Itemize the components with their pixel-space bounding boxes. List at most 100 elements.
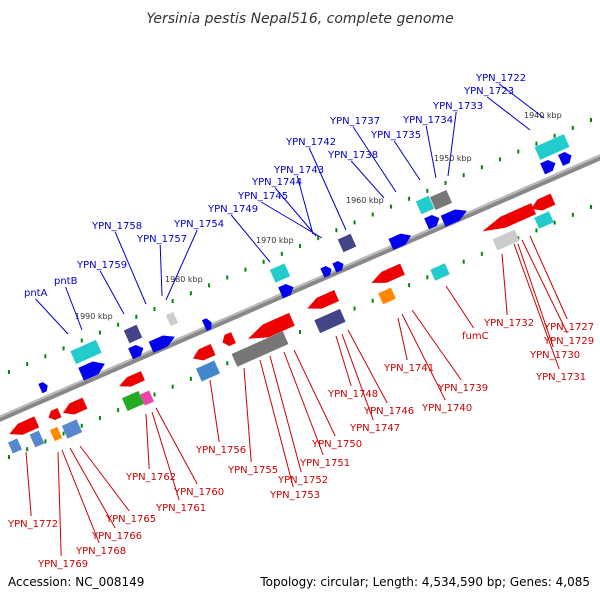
forward-gene-label: YPN_1754 — [173, 219, 224, 230]
gene-box-1760 — [139, 390, 155, 406]
gene-box-1748 — [314, 308, 346, 334]
gene-arrow-forward — [540, 159, 556, 175]
reverse-gene-leader — [513, 243, 560, 370]
backbone-line — [0, 154, 600, 422]
gene-arrow-reverse — [482, 203, 537, 232]
forward-gene-label: YPN_1723 — [463, 86, 514, 97]
forward-gene-label: YPN_1737 — [329, 116, 380, 127]
upper-scale-tick — [262, 259, 265, 264]
gene-arrow-forward — [388, 233, 412, 250]
forward-gene-label: YPN_1734 — [402, 115, 453, 126]
gene-arrow-forward — [128, 344, 144, 360]
gene-box-1732 — [492, 229, 520, 251]
lower-scale-tick — [371, 298, 374, 303]
forward-gene-leader — [165, 229, 198, 301]
upper-scale-tick — [590, 118, 592, 122]
reverse-gene-label: YPN_1769 — [37, 559, 88, 570]
upper-scale-tick — [280, 251, 283, 256]
upper-scale-tick — [244, 267, 247, 272]
lower-scale-tick — [189, 376, 192, 381]
lower-scale-tick — [590, 205, 592, 209]
upper-scale-tick — [535, 141, 538, 146]
gene-box-1741 — [378, 287, 396, 305]
upper-scale-tick — [408, 196, 411, 201]
reverse-gene-leader — [151, 411, 180, 501]
forward-gene-leader — [230, 214, 271, 263]
reverse-gene-label: YPN_1753 — [269, 490, 320, 501]
reverse-gene-leader — [521, 239, 568, 334]
forward-gene-label: YPN_1743 — [273, 165, 324, 176]
upper-scale-tick — [553, 133, 556, 138]
forward-gene-leader — [486, 96, 531, 131]
scale-label-1960: 1960 kbp — [346, 196, 384, 205]
upper-scale-tick — [153, 307, 156, 311]
gene-box-1742 — [337, 233, 357, 253]
reverse-gene-leader — [269, 355, 302, 473]
lower-scale-tick — [426, 275, 429, 280]
reverse-gene-label: YPN_1741 — [383, 363, 434, 374]
reverse-gene-label: YPN_1768 — [75, 546, 126, 557]
forward-gene-leader — [352, 126, 397, 193]
reverse-gene-leader — [347, 329, 388, 404]
forward-gene-leader — [308, 147, 347, 231]
reverse-gene-label: YPN_1772 — [7, 519, 58, 530]
reverse-gene-leader — [61, 449, 100, 544]
reverse-gene-label: YPN_1765 — [105, 514, 156, 525]
gene-box-1749 — [269, 263, 291, 283]
gene-arrow-reverse — [307, 290, 340, 309]
gene-box-1735 — [429, 189, 453, 211]
lower-scale-tick — [26, 447, 29, 452]
upper-scale-tick — [8, 370, 10, 374]
upper-scale-tick — [317, 236, 320, 241]
upper-scale-tick — [389, 204, 392, 209]
genome-summary: Topology: circular; Length: 4,534,590 bp… — [259, 575, 590, 589]
forward-gene-leader — [498, 83, 545, 119]
forward-gene-label: pntA — [24, 288, 48, 299]
reverse-gene-leader — [209, 379, 220, 443]
upper-scale-tick — [499, 157, 502, 162]
reverse-gene-leader — [411, 309, 462, 381]
lower-scale-tick — [480, 251, 483, 256]
lower-scale-tick — [535, 228, 538, 233]
lower-scale-tick — [553, 220, 556, 225]
lower-scale-tick — [8, 455, 10, 459]
reverse-gene-leader — [517, 243, 554, 348]
gene-arrow-reverse — [119, 371, 145, 387]
reverse-gene-label: YPN_1747 — [349, 423, 400, 434]
upper-scale-tick — [571, 125, 574, 130]
gene-box-fumC — [430, 263, 450, 281]
lower-scale-tick — [80, 423, 83, 428]
gene-box-1757 — [165, 311, 179, 327]
forward-gene-leader — [114, 231, 147, 305]
map-title: Yersinia pestis Nepal516, complete genom… — [146, 11, 453, 27]
gene-arrow-reverse — [371, 263, 405, 283]
reverse-gene-label: YPN_1751 — [299, 458, 350, 469]
reverse-gene-label: YPN_1730 — [529, 350, 580, 361]
forward-gene-label: YPN_1758 — [91, 221, 142, 232]
scale-label-1970: 1970 kbp — [256, 236, 294, 245]
gene-arrow-reverse — [63, 397, 88, 415]
upper-scale-tick — [117, 322, 120, 327]
reverse-gene-leader — [243, 367, 252, 463]
gene-box-1769 — [29, 430, 45, 448]
gene-arrow-forward — [440, 209, 467, 227]
upper-scale-tick — [299, 244, 301, 248]
forward-gene-label: YPN_1744 — [251, 177, 302, 188]
lower-scale-tick — [117, 408, 120, 413]
reverse-gene-leader — [259, 359, 294, 488]
reverse-gene-label: YPN_1731 — [535, 372, 586, 383]
lower-scale-tick — [462, 259, 465, 264]
gene-box-1756 — [196, 360, 220, 382]
gene-box-1730 — [534, 211, 554, 229]
gene-features — [7, 134, 572, 454]
reverse-gene-label: YPN_1748 — [327, 389, 378, 400]
gene-arrow-forward — [558, 152, 572, 166]
reverse-gene-leader — [445, 285, 475, 329]
gene-box-1762 — [121, 390, 145, 412]
reverse-gene-leader — [25, 451, 32, 517]
gene-arrow-reverse — [48, 407, 62, 421]
gene-arrow-reverse — [9, 416, 40, 435]
reverse-gene-leader — [401, 313, 446, 401]
reverse-gene-leader — [57, 451, 62, 557]
